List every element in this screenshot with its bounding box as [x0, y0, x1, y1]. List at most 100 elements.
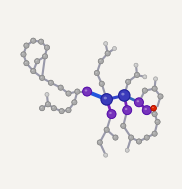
Ellipse shape — [159, 95, 161, 96]
Ellipse shape — [152, 131, 157, 136]
Ellipse shape — [75, 89, 80, 94]
Ellipse shape — [134, 72, 140, 78]
Ellipse shape — [143, 89, 145, 91]
Ellipse shape — [144, 135, 149, 140]
Ellipse shape — [34, 58, 40, 64]
Ellipse shape — [152, 111, 158, 117]
Ellipse shape — [104, 127, 110, 133]
Ellipse shape — [112, 46, 116, 50]
Ellipse shape — [105, 51, 110, 56]
Ellipse shape — [123, 106, 132, 115]
Ellipse shape — [94, 70, 99, 76]
Ellipse shape — [152, 86, 158, 91]
Ellipse shape — [98, 59, 103, 64]
Ellipse shape — [99, 81, 104, 86]
Ellipse shape — [120, 123, 126, 129]
Ellipse shape — [156, 121, 158, 122]
Ellipse shape — [72, 99, 77, 105]
Ellipse shape — [138, 140, 139, 142]
Ellipse shape — [39, 75, 45, 80]
Ellipse shape — [143, 75, 147, 79]
Ellipse shape — [44, 45, 50, 50]
Ellipse shape — [31, 68, 36, 74]
Ellipse shape — [104, 153, 108, 157]
Ellipse shape — [44, 55, 45, 56]
Ellipse shape — [105, 43, 106, 44]
Ellipse shape — [154, 77, 158, 81]
Ellipse shape — [21, 52, 26, 57]
Ellipse shape — [21, 51, 26, 57]
Ellipse shape — [143, 75, 147, 79]
Ellipse shape — [142, 105, 152, 115]
Ellipse shape — [83, 87, 91, 96]
Ellipse shape — [152, 107, 154, 108]
Ellipse shape — [100, 82, 102, 84]
Ellipse shape — [100, 93, 113, 106]
Ellipse shape — [125, 79, 131, 85]
Ellipse shape — [112, 135, 118, 140]
Ellipse shape — [41, 107, 42, 108]
Ellipse shape — [32, 40, 33, 41]
Ellipse shape — [105, 129, 107, 130]
Ellipse shape — [97, 140, 102, 145]
Ellipse shape — [153, 87, 155, 89]
Ellipse shape — [41, 77, 42, 78]
Ellipse shape — [40, 40, 41, 42]
Ellipse shape — [39, 39, 44, 44]
Ellipse shape — [51, 105, 57, 111]
Ellipse shape — [104, 127, 109, 132]
Ellipse shape — [25, 62, 27, 63]
Ellipse shape — [59, 108, 65, 114]
Ellipse shape — [59, 109, 64, 114]
Ellipse shape — [121, 123, 126, 128]
Ellipse shape — [125, 148, 129, 153]
Ellipse shape — [153, 113, 155, 114]
Ellipse shape — [24, 43, 29, 48]
Ellipse shape — [142, 88, 148, 94]
Ellipse shape — [125, 148, 129, 152]
Ellipse shape — [45, 101, 51, 107]
Ellipse shape — [22, 53, 24, 54]
Ellipse shape — [96, 72, 97, 73]
Ellipse shape — [47, 103, 48, 104]
Ellipse shape — [145, 136, 147, 138]
Ellipse shape — [66, 107, 71, 113]
Ellipse shape — [142, 88, 147, 93]
Ellipse shape — [136, 139, 141, 144]
Ellipse shape — [105, 50, 110, 56]
Ellipse shape — [155, 119, 160, 124]
Ellipse shape — [135, 98, 143, 107]
Ellipse shape — [153, 77, 158, 81]
Ellipse shape — [158, 94, 163, 99]
Ellipse shape — [31, 38, 36, 43]
Ellipse shape — [74, 89, 80, 94]
Ellipse shape — [106, 52, 108, 53]
Ellipse shape — [134, 63, 138, 67]
Ellipse shape — [50, 81, 51, 83]
Ellipse shape — [48, 80, 54, 86]
Ellipse shape — [134, 63, 138, 67]
Ellipse shape — [112, 46, 117, 51]
Ellipse shape — [35, 59, 40, 64]
Ellipse shape — [45, 102, 50, 107]
Ellipse shape — [67, 109, 69, 110]
Ellipse shape — [45, 93, 49, 96]
Ellipse shape — [99, 81, 105, 87]
Ellipse shape — [46, 46, 47, 47]
Ellipse shape — [128, 135, 134, 140]
Ellipse shape — [59, 86, 61, 88]
Ellipse shape — [39, 75, 45, 81]
Ellipse shape — [152, 86, 157, 91]
Ellipse shape — [107, 110, 116, 118]
Ellipse shape — [107, 109, 116, 119]
Ellipse shape — [38, 39, 44, 45]
Ellipse shape — [127, 81, 128, 82]
Ellipse shape — [103, 41, 108, 46]
Ellipse shape — [121, 93, 124, 95]
Ellipse shape — [97, 139, 103, 145]
Ellipse shape — [119, 90, 130, 101]
Ellipse shape — [135, 64, 136, 65]
Ellipse shape — [136, 139, 142, 144]
Ellipse shape — [24, 61, 29, 66]
Ellipse shape — [23, 60, 29, 66]
